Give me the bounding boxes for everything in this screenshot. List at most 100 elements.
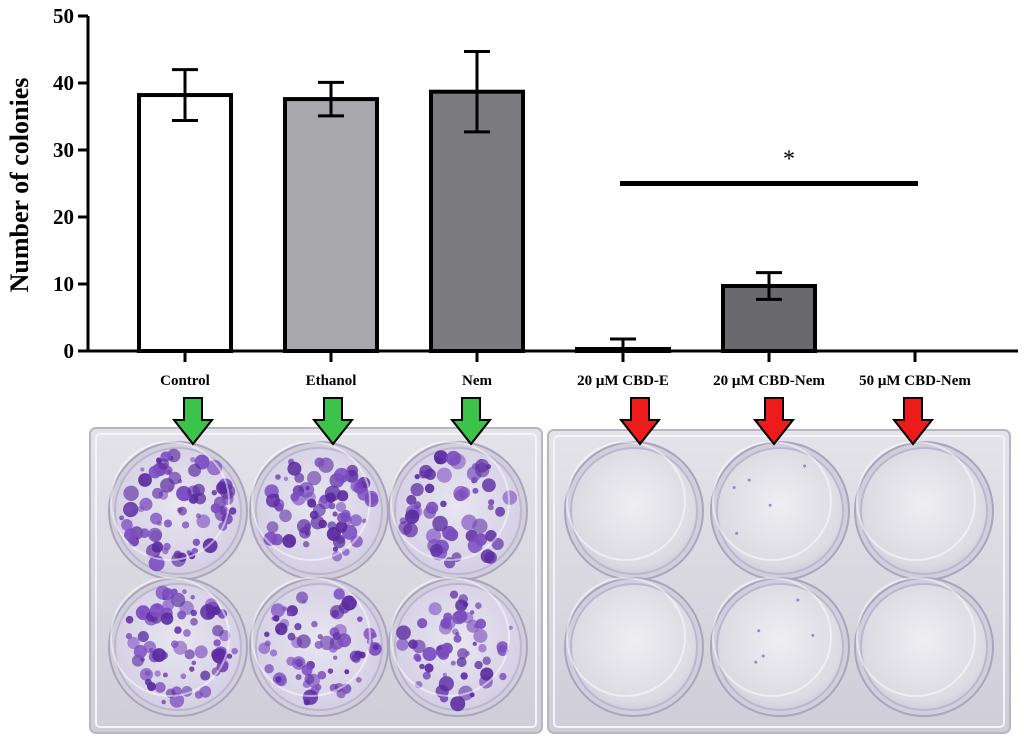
colony: [435, 456, 443, 465]
colony: [291, 490, 307, 506]
colony: [349, 650, 361, 662]
colony: [266, 493, 280, 508]
colony: [428, 602, 442, 616]
colony: [275, 676, 282, 683]
colony: [422, 671, 431, 680]
colony: [266, 521, 279, 534]
colony: [417, 618, 428, 629]
bar: [137, 93, 233, 353]
colony: [464, 650, 470, 656]
y-tick-label: 0: [64, 339, 75, 363]
colony: [119, 515, 125, 521]
colony: [174, 626, 182, 634]
colony: [480, 667, 494, 681]
colony: [296, 634, 311, 649]
colony: [404, 509, 420, 524]
colony: [295, 673, 302, 680]
colony: [211, 606, 221, 616]
colony: [124, 504, 133, 514]
colony: [478, 459, 483, 464]
colony: [264, 663, 274, 674]
colony: [210, 503, 221, 514]
colony: [150, 512, 163, 525]
colony: [757, 629, 761, 633]
colony: [475, 463, 490, 478]
colony: [149, 603, 165, 618]
colony: [192, 538, 201, 547]
colony: [408, 639, 418, 649]
colony: [190, 609, 198, 617]
down-arrow: [171, 397, 215, 446]
y-axis-title: Number of colonies: [5, 78, 34, 293]
well: [388, 441, 528, 581]
well: [710, 577, 850, 717]
down-arrow: [891, 397, 935, 446]
colony: [231, 647, 238, 655]
colony: [450, 660, 456, 666]
well: [388, 577, 528, 717]
colony: [181, 521, 190, 529]
colony: [187, 485, 200, 498]
colony: [344, 669, 350, 675]
colony: [478, 644, 487, 653]
colony: [270, 603, 285, 618]
colony: [188, 463, 202, 477]
colony: [403, 522, 418, 538]
colony: [146, 543, 161, 559]
colony: [333, 467, 350, 484]
colony: [202, 538, 218, 553]
well: [564, 441, 704, 581]
colony: [754, 660, 758, 664]
colony: [318, 519, 328, 529]
colony: [170, 592, 186, 608]
colony: [161, 588, 174, 601]
colony: [485, 530, 497, 542]
colony: [442, 525, 457, 541]
colony: [206, 459, 223, 476]
well: [249, 441, 389, 581]
colony: [331, 551, 343, 562]
well-highlight: [856, 577, 976, 697]
colony: [287, 461, 302, 476]
colony: [140, 467, 145, 472]
colony: [302, 689, 319, 705]
colony: [170, 640, 179, 648]
colony: [747, 478, 751, 482]
colony: [137, 630, 149, 643]
colony: [332, 511, 338, 517]
y-tick-label: 50: [53, 4, 74, 28]
colony: [419, 464, 433, 479]
colony: [314, 457, 325, 468]
y-tick-label: 10: [53, 272, 74, 296]
colony: [332, 546, 339, 552]
colony: [312, 503, 326, 517]
colony: [160, 651, 169, 660]
colony: [287, 458, 295, 466]
colony: [333, 588, 345, 600]
well-highlight: [251, 441, 371, 561]
colony: [191, 660, 197, 666]
colony: [796, 598, 800, 602]
colony: [196, 514, 211, 529]
well: [108, 441, 248, 581]
colony: [158, 458, 170, 470]
well-interior: [860, 583, 988, 711]
colony: [462, 601, 469, 608]
error-bars: [172, 50, 782, 351]
colony: [184, 649, 195, 660]
well: [249, 577, 389, 717]
colony: [327, 668, 334, 674]
colony: [148, 465, 162, 479]
colony: [273, 615, 280, 622]
colony: [454, 609, 468, 623]
colony: [279, 509, 292, 523]
colony: [442, 672, 447, 677]
colony: [125, 615, 134, 624]
colony: [803, 464, 807, 468]
colony: [287, 632, 296, 641]
colony: [337, 633, 352, 648]
colony: [453, 634, 462, 643]
colony: [508, 625, 513, 630]
x-tick-label: Ethanol: [306, 373, 357, 389]
colony: [281, 606, 288, 612]
